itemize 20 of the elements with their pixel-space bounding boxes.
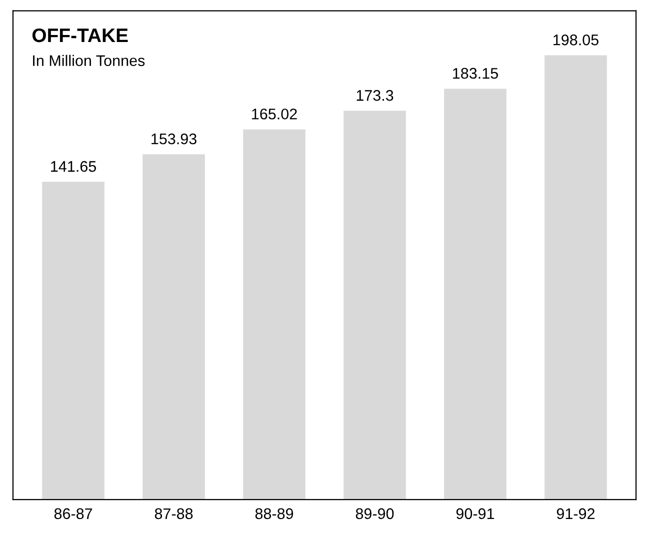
bar xyxy=(243,129,306,500)
data-label: 183.15 xyxy=(453,68,498,79)
chart-subtitle: In Million Tonnes xyxy=(33,54,145,66)
chart-title: OFF-TAKE xyxy=(32,28,128,42)
data-label: 198.05 xyxy=(554,34,598,46)
data-label: 153.93 xyxy=(152,133,196,144)
x-tick-label: 91-92 xyxy=(556,508,594,520)
bar xyxy=(444,88,506,500)
x-tick-label: 87-88 xyxy=(154,508,193,520)
bar xyxy=(544,55,607,500)
x-tick-label: 89-90 xyxy=(356,508,394,520)
data-label: 173.3 xyxy=(356,90,394,101)
bar xyxy=(142,154,205,500)
x-tick-label: 86-87 xyxy=(54,508,92,520)
bar xyxy=(344,110,406,500)
x-tick-label: 88-89 xyxy=(255,508,294,520)
x-tick-label: 90-91 xyxy=(456,508,494,520)
data-label: 141.65 xyxy=(51,161,96,172)
data-label: 165.02 xyxy=(252,108,297,120)
bar xyxy=(42,182,104,500)
